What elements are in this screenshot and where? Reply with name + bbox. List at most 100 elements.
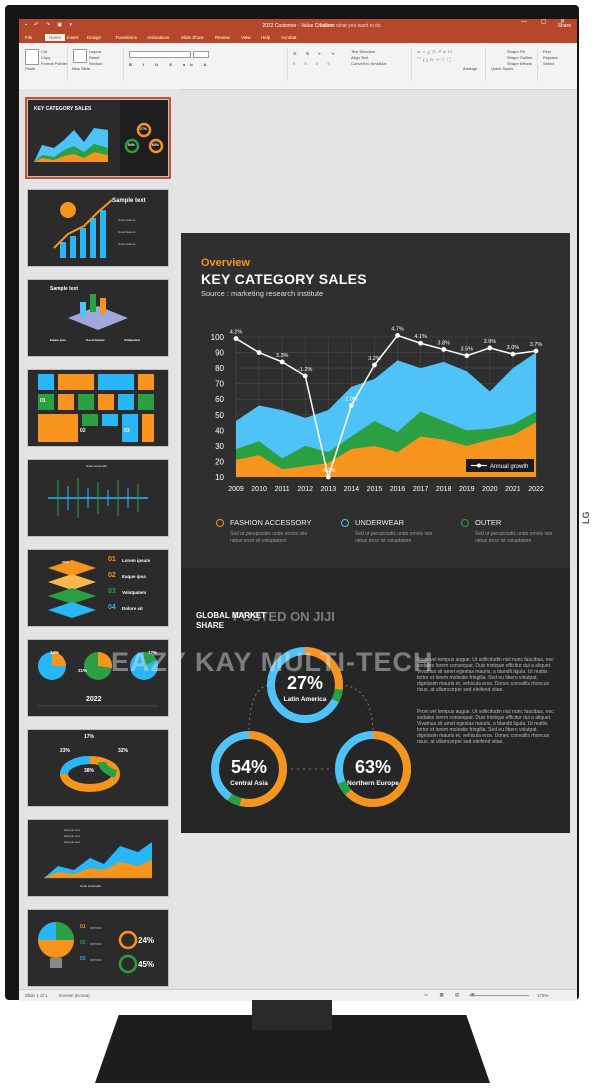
copy-button[interactable]: Copy	[41, 55, 51, 60]
slide-source: Source : marketing research institute	[201, 289, 324, 298]
thumb-title: Sample text	[112, 198, 146, 204]
reset-button[interactable]: Reset	[89, 55, 100, 60]
growth-label: 3.3%	[276, 353, 289, 359]
paste-icon[interactable]	[25, 49, 39, 65]
thumb-pct: 27%	[140, 127, 148, 131]
growth-point	[302, 373, 308, 379]
font-name-select[interactable]	[129, 51, 191, 58]
quick-styles-button[interactable]: Quick Styles	[491, 66, 514, 71]
quick-access-toolbar[interactable]: ▪ ↶ ↷ ▣ ▾	[25, 22, 75, 28]
slide-thumbnail-6[interactable]: 2020 01 02 03 04 Lorem ipsum Eaque ipsa …	[27, 549, 169, 627]
thumb-item: Good feature	[118, 242, 136, 246]
styles-group: Quick Styles Shape Fill Shape Outline Sh…	[489, 47, 538, 81]
growth-point	[325, 474, 331, 480]
growth-point	[372, 362, 377, 368]
growth-point	[510, 351, 516, 357]
format-painter-button[interactable]: Format Painter	[41, 61, 68, 66]
shape-outline-button[interactable]: Shape Outline	[507, 55, 533, 60]
donut-label: Northern Europe	[347, 780, 399, 787]
x-tick-label: 2022	[528, 486, 544, 493]
slide-thumbnail-3[interactable]: Sample text Eaque ipsa Good feature Volu…	[27, 279, 169, 357]
tab-insert[interactable]: Insert	[67, 35, 79, 40]
layout-button[interactable]: Layout	[89, 49, 102, 54]
tab-home[interactable]: Home	[45, 34, 66, 41]
tab-view[interactable]: View	[241, 35, 251, 40]
thumb-item: Eaque ipsa	[50, 338, 66, 342]
convert-smartart-button[interactable]: Convert to SmartArt	[351, 61, 387, 66]
zoom-slider[interactable]	[469, 995, 529, 996]
thumb-pct: 14%	[50, 650, 60, 655]
replace-button[interactable]: Replace	[543, 55, 558, 60]
slide-thumbnail-10[interactable]: 01 02 03 OPTION OPTION OPTION 24% 45%	[27, 909, 169, 987]
legend-label: UNDERWEAR	[355, 518, 405, 527]
tab-help[interactable]: Help	[261, 35, 271, 40]
new-slide-button[interactable]: New Slide	[72, 66, 91, 71]
slide-count: Slide 1 of 1	[25, 993, 48, 998]
growth-legend-dot	[477, 463, 481, 468]
thumb-area-icon	[44, 842, 152, 879]
y-tick-label: 10	[215, 473, 224, 482]
title-bar: ▪ ↶ ↷ ▣ ▾ 2022 Customer - Value Creation…	[19, 19, 577, 33]
thumb-title: KEY CATEGORY SALES	[34, 106, 92, 112]
text-direction-button[interactable]: Text Direction	[351, 49, 376, 54]
growth-point	[256, 350, 262, 355]
tell-me-search[interactable]: Tell me what you want to do	[319, 23, 381, 29]
tab-slide-show[interactable]: Slide Show	[181, 35, 204, 40]
select-button[interactable]: Select	[543, 61, 555, 66]
cut-button[interactable]: Cut	[41, 49, 48, 54]
list-buttons[interactable]: ☰ ☰ ⇤ ⇥	[293, 51, 339, 56]
tab-transitions[interactable]: Transitions	[115, 35, 137, 40]
arrange-button[interactable]: Arrange	[463, 66, 478, 71]
font-format-buttons[interactable]: B I U S ab A	[129, 62, 212, 67]
slide-thumbnail-9[interactable]: Sample text Sample text Sample text Amet…	[27, 819, 169, 897]
tab-review[interactable]: Review	[215, 35, 230, 40]
y-tick-label: 20	[215, 457, 224, 466]
slide-thumbnail-2[interactable]: Sample text Good feature Good feature Go…	[27, 189, 169, 267]
section-button[interactable]: Section	[89, 61, 103, 66]
growth-label: 4.7%	[391, 326, 404, 332]
slide-thumbnail-8[interactable]: 17% 23% 32% 38%	[27, 729, 169, 807]
font-size-select[interactable]	[193, 51, 209, 58]
screen: ▪ ↶ ↷ ▣ ▾ 2022 Customer - Value Creation…	[19, 19, 577, 1001]
font-group: B I U S ab A	[127, 47, 288, 81]
y-tick-label: 100	[211, 333, 225, 342]
find-button[interactable]: Find	[543, 49, 551, 54]
align-text-button[interactable]: Align Text	[351, 55, 369, 60]
tab-file[interactable]: File	[25, 35, 33, 40]
tab-acrobat[interactable]: Acrobat	[281, 35, 297, 40]
slide-thumbnail-5[interactable]: Amet commodo	[27, 459, 169, 537]
overview-label: Overview	[201, 257, 250, 269]
new-slide-icon[interactable]	[73, 49, 87, 63]
growth-label: 3.7%	[530, 342, 543, 348]
window-controls[interactable]: — ▢ ✕	[520, 19, 571, 25]
tab-design[interactable]: Design	[87, 35, 102, 40]
thumb-item: 01	[40, 398, 46, 404]
slide-title: KEY CATEGORY SALES	[201, 271, 367, 287]
x-tick-label: 2009	[228, 486, 244, 493]
thumb-item: 01	[108, 556, 116, 563]
view-buttons[interactable]: ▭ ▦ ▤ ▣	[424, 992, 480, 997]
align-buttons[interactable]: ≡ ≡ ≡ ≡	[293, 61, 334, 66]
slide-thumbnail-1[interactable]: KEY CATEGORY SALES 27% 54% 63%	[25, 97, 171, 179]
slide-canvas[interactable]: Overview KEY CATEGORY SALES Source : mar…	[181, 233, 570, 833]
thumb-label: Dolore sit	[122, 606, 143, 611]
thumb-year: 2020	[62, 560, 69, 564]
slide-thumbnail-4[interactable]: 01 02 03	[27, 369, 169, 447]
shape-fill-button[interactable]: Shape Fill	[507, 49, 525, 54]
legend-description: Sed ut perspiciatis unde omnis iste natu…	[230, 531, 308, 544]
slide-thumbnail-7[interactable]: 14% 21% 17% 2022	[27, 639, 169, 717]
shapes-gallery-row2[interactable]: ⌒{}☆➝◇▢	[417, 57, 454, 62]
share-button[interactable]: Share	[557, 23, 571, 29]
y-tick-label: 70	[215, 380, 224, 389]
shape-effects-button[interactable]: Shape Effects	[507, 61, 532, 66]
x-tick-label: 2019	[459, 486, 475, 493]
language-status[interactable]: Korean (Korea)	[59, 993, 90, 998]
legend-dot	[216, 519, 224, 527]
shapes-gallery[interactable]: ▭○△⬠↗▱☐	[417, 49, 454, 54]
x-tick-label: 2018	[436, 486, 452, 493]
zoom-level[interactable]: 175%	[537, 993, 549, 998]
connector-line	[248, 684, 272, 736]
x-tick-label: 2014	[344, 486, 360, 493]
paste-button[interactable]: Paste	[25, 66, 36, 71]
tab-animations[interactable]: Animations	[147, 35, 170, 40]
